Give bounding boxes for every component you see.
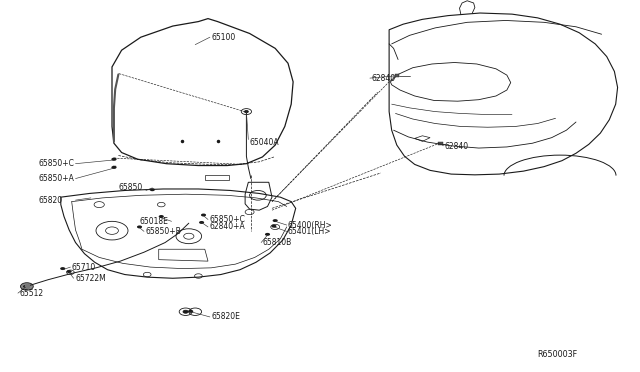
Text: 65100: 65100 (211, 33, 236, 42)
Text: 65018E: 65018E (140, 217, 168, 226)
Circle shape (111, 158, 116, 161)
Text: 65850+B: 65850+B (146, 227, 182, 236)
Text: 62840+A: 62840+A (210, 222, 246, 231)
FancyBboxPatch shape (113, 166, 116, 168)
Text: 65850+C: 65850+C (38, 159, 74, 168)
Text: 65722M: 65722M (76, 274, 106, 283)
Text: 65401(LH>: 65401(LH> (288, 227, 332, 236)
Circle shape (188, 310, 193, 313)
Circle shape (244, 110, 248, 113)
FancyBboxPatch shape (438, 142, 443, 145)
Text: 65512: 65512 (19, 289, 44, 298)
Circle shape (265, 233, 270, 236)
Text: 65040A: 65040A (250, 138, 279, 147)
FancyBboxPatch shape (395, 74, 399, 77)
Text: 62840: 62840 (445, 142, 469, 151)
Circle shape (60, 267, 65, 270)
Text: 65400(RH>: 65400(RH> (288, 221, 333, 230)
FancyBboxPatch shape (113, 158, 116, 160)
Circle shape (201, 214, 206, 217)
Text: 65850+A: 65850+A (38, 174, 74, 183)
Text: 65820E: 65820E (211, 312, 240, 321)
Circle shape (150, 188, 155, 191)
Text: 65710: 65710 (72, 263, 96, 272)
Circle shape (137, 225, 142, 228)
Circle shape (23, 285, 28, 288)
Text: 65850: 65850 (118, 183, 143, 192)
Circle shape (67, 270, 72, 273)
Text: R650003F: R650003F (538, 350, 578, 359)
Circle shape (111, 166, 116, 169)
Circle shape (271, 225, 276, 228)
Circle shape (273, 219, 278, 222)
Circle shape (159, 215, 164, 218)
Text: 65810B: 65810B (262, 238, 292, 247)
Circle shape (183, 310, 188, 313)
Circle shape (199, 221, 204, 224)
Circle shape (20, 283, 33, 290)
Text: 65850+C: 65850+C (210, 215, 246, 224)
Text: 65820: 65820 (38, 196, 63, 205)
Text: 62840: 62840 (371, 74, 396, 83)
